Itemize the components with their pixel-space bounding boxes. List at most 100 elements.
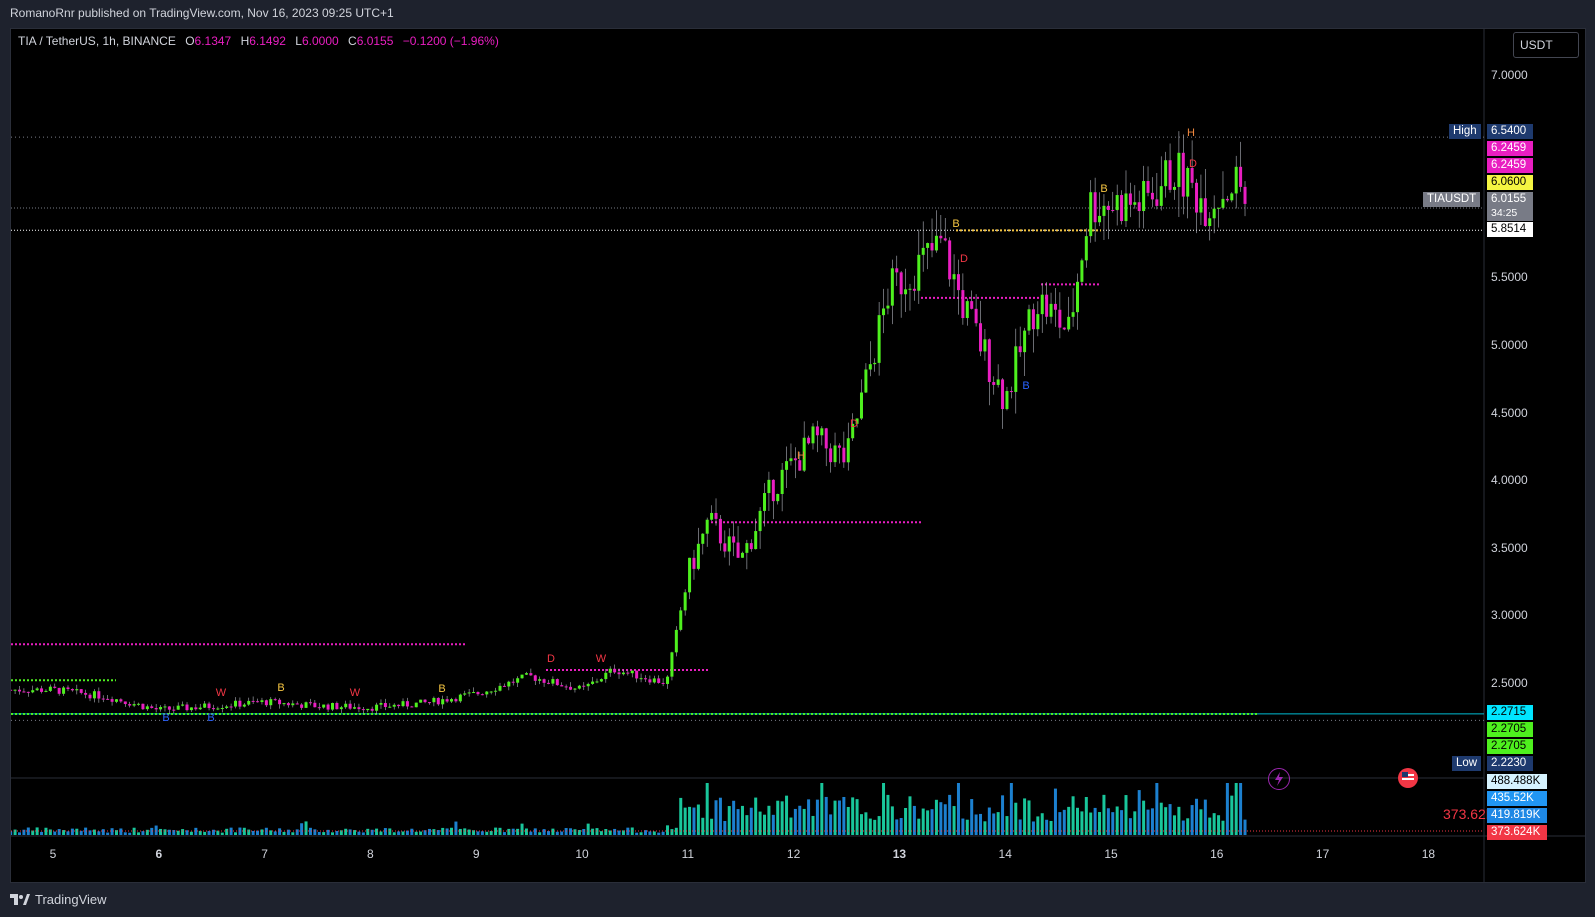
us-flag-icon[interactable] — [1398, 768, 1418, 788]
volume-bar — [789, 817, 793, 835]
volume-bar — [423, 830, 427, 835]
price-tick-label: 2.5000 — [1491, 676, 1528, 690]
candle-body — [101, 698, 105, 700]
symbol-title[interactable]: TIA / TetherUS, 1h, BINANCE — [18, 34, 176, 48]
volume-bar — [1208, 817, 1212, 835]
volume-bar — [141, 831, 145, 835]
volume-bar — [948, 794, 952, 835]
volume-bar — [106, 832, 110, 835]
time-tick-label: 13 — [893, 847, 907, 861]
candle-body — [965, 301, 969, 319]
volume-bar — [688, 806, 692, 835]
candle-body — [1155, 199, 1159, 206]
volume-bar — [851, 797, 855, 835]
volume-bar — [472, 830, 476, 835]
volume-bar — [1115, 806, 1119, 835]
candle-body — [1221, 198, 1225, 208]
candle-body — [154, 708, 158, 710]
volume-bar — [674, 827, 678, 835]
candle-body — [181, 704, 185, 706]
lightning-icon[interactable] — [1268, 768, 1290, 790]
volume-bar — [330, 832, 334, 835]
candle-body — [137, 703, 141, 705]
candle-body — [1093, 192, 1097, 223]
volume-bar — [613, 828, 617, 835]
candle-body — [983, 339, 987, 352]
candle-body — [445, 699, 449, 702]
volume-bar — [979, 813, 983, 835]
candle-body — [917, 254, 921, 291]
candle-body — [203, 703, 207, 708]
candle-body — [1199, 198, 1203, 213]
volume-bar — [582, 829, 586, 835]
volume-bar — [961, 818, 965, 835]
volume-bar — [921, 808, 925, 835]
candle-body — [904, 289, 908, 295]
volume-bar — [983, 821, 987, 835]
chart-frame[interactable]: 7.0000 5.5000 5.0000 4.5000 4.0000 3.5000 3.00… — [10, 28, 1586, 883]
volume-bar — [313, 829, 317, 835]
signal-marker: B — [438, 683, 445, 695]
volume-bar — [436, 830, 440, 835]
candle-body — [1075, 281, 1079, 313]
volume-bar — [824, 796, 828, 835]
volume-bar — [207, 830, 211, 835]
candle-body — [1142, 181, 1146, 212]
candle-body — [189, 707, 193, 711]
high-label: H — [240, 34, 250, 48]
candle-body — [939, 235, 943, 239]
volume-bar — [1217, 815, 1221, 835]
volume-tag-3: 419.819K — [1487, 808, 1547, 823]
candle-body — [507, 681, 511, 687]
volume-bar — [939, 802, 943, 835]
candle-body — [749, 543, 753, 550]
candle-body — [771, 479, 775, 502]
volume-bar — [57, 829, 61, 835]
candle-body — [295, 703, 299, 705]
volume-bar — [577, 829, 581, 835]
candle-body — [1225, 198, 1229, 201]
candle-body — [1230, 193, 1234, 201]
signal-marker: D — [1189, 158, 1197, 170]
signal-marker: W — [216, 687, 227, 699]
volume-bar — [322, 832, 326, 835]
tradingview-brand[interactable]: TradingView — [10, 892, 107, 907]
candle-body — [626, 672, 630, 674]
volume-bar — [586, 823, 590, 835]
candle-body — [569, 686, 573, 690]
volume-bar — [710, 818, 714, 835]
candle-body — [745, 543, 749, 553]
candle-body — [79, 689, 83, 693]
currency-selector[interactable]: USDT — [1513, 32, 1579, 58]
volume-bar — [727, 806, 731, 835]
symbol-tag: TIAUSDT — [1423, 192, 1481, 207]
candle-body — [511, 681, 515, 683]
price-tick-label: 3.5000 — [1491, 541, 1528, 555]
volume-bar — [123, 832, 127, 835]
candle-body — [167, 706, 171, 710]
volume-bar — [767, 805, 771, 835]
candle-body — [1018, 346, 1022, 353]
volume-bar — [176, 830, 180, 835]
price-chart[interactable]: 7.0000 5.5000 5.0000 4.5000 4.0000 3.5000 3.00… — [11, 29, 1585, 882]
candle-body — [286, 703, 290, 706]
volume-bar — [339, 830, 343, 835]
volume-bar — [128, 832, 132, 835]
volume-bar — [542, 829, 546, 835]
volume-bar — [260, 829, 264, 835]
volume-bar — [401, 831, 405, 835]
candle-body — [62, 687, 66, 694]
candle-body — [379, 702, 383, 705]
volume-bar — [225, 828, 229, 835]
candle-body — [952, 274, 956, 280]
volume-bar — [216, 830, 220, 835]
candle-body — [701, 533, 705, 544]
time-tick-label: 8 — [367, 847, 374, 861]
candle-body — [873, 362, 877, 365]
volume-bar — [837, 800, 841, 835]
candle-body — [1084, 236, 1088, 261]
candle-body — [458, 694, 462, 702]
volume-bar — [1199, 809, 1203, 835]
volume-bar — [546, 831, 550, 835]
time-tick-label: 12 — [787, 847, 801, 861]
